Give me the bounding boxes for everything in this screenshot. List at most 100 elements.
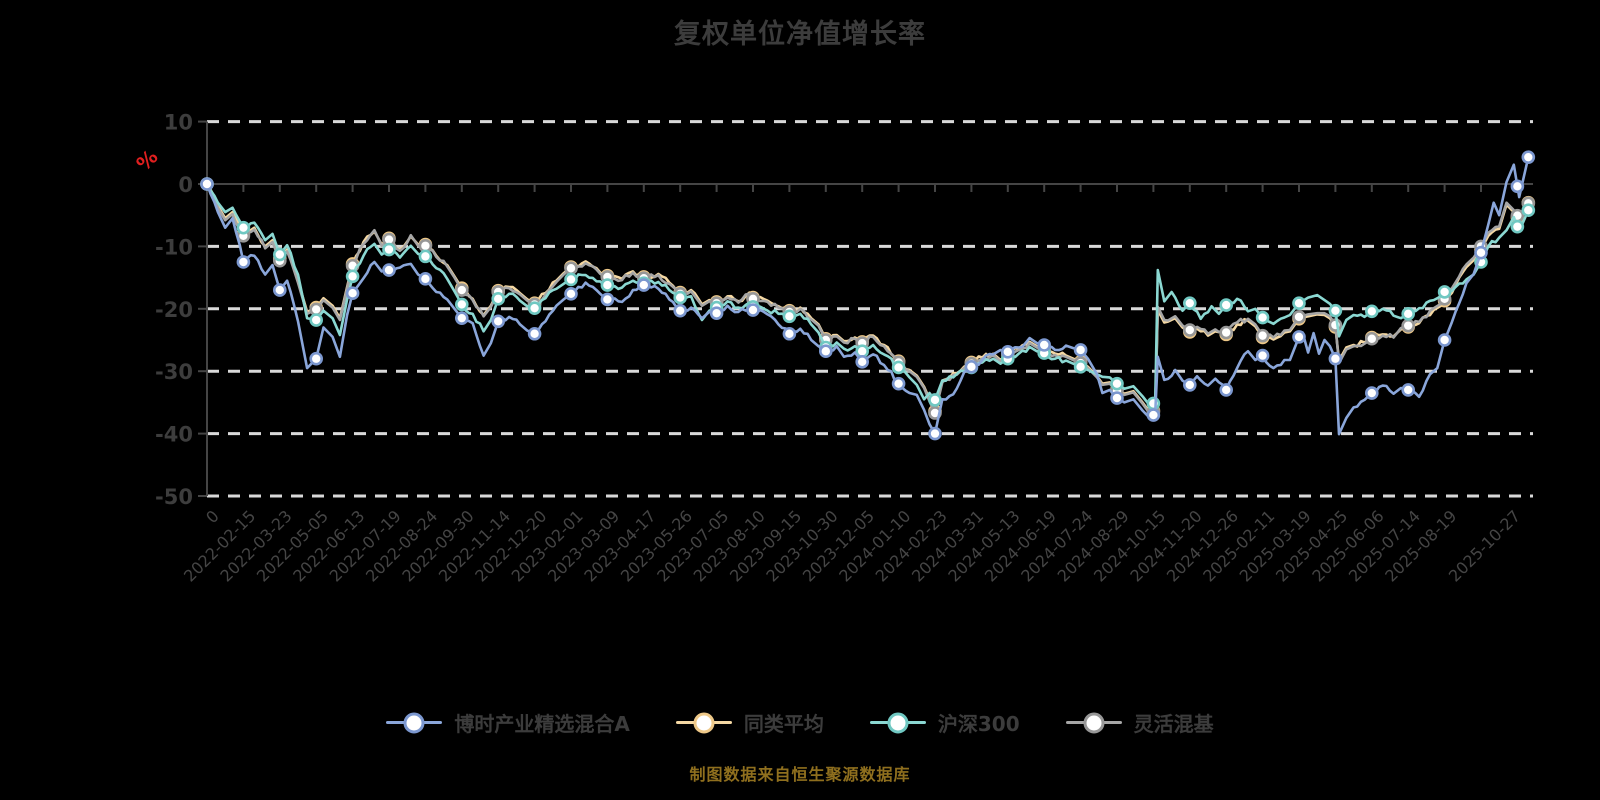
legend-circle-marker-icon [887,712,909,733]
series-marker-博时产业精选混合A [1000,345,1015,359]
series-marker-沪深300 [1255,310,1270,325]
series-marker-博时产业精选混合A [1183,378,1197,392]
series-marker-博时产业精选混合A [1073,343,1088,357]
legend-item-博时产业精选混合A[interactable]: 博时产业精选混合A [386,708,630,737]
legend-item-灵活混基[interactable]: 灵活混基 [1065,708,1214,737]
series-marker-博时产业精选混合A [382,263,396,277]
legend-line-marker-icon [675,712,732,733]
series-marker-博时产业精选混合A [527,326,542,341]
series-marker-灵活混基 [454,283,469,297]
chart-title: 复权单位净值增长率 [674,19,926,50]
series-marker-博时产业精选混合A [418,272,433,286]
y-axis-tick-label: -20 [155,298,193,322]
legend-circle-marker-icon [403,712,425,733]
series-marker-沪深300 [454,297,469,312]
legend-label: 沪深300 [937,712,1020,736]
series-marker-博时产业精选混合A [1037,338,1051,352]
series-marker-博时产业精选混合A [200,177,214,191]
series-marker-博时产业精选混合A [1146,408,1161,422]
y-axis-tick-label: -50 [155,485,193,509]
legend-item-沪深300[interactable]: 沪深300 [869,708,1020,737]
series-marker-博时产业精选混合A [345,286,360,301]
legend-circle-marker-icon [1083,712,1105,733]
series-marker-沪深300 [1401,306,1415,321]
series-marker-博时产业精选混合A [272,283,287,297]
series-marker-沪深300 [1292,296,1306,310]
data-source-note: 制图数据来自恒生聚源数据库 [689,765,911,784]
legend-line-marker-icon [386,712,443,733]
series-marker-博时产业精选混合A [1255,348,1270,363]
series-marker-沪深300 [891,360,906,375]
series-marker-灵活混基 [1401,318,1415,333]
series-line-同类平均 [205,182,1530,414]
series-marker-博时产业精选混合A [1474,245,1488,260]
y-axis-unit-label: % [131,144,162,175]
series-marker-灵活混基 [1183,323,1197,337]
series-marker-沪深300 [600,278,615,292]
series-marker-沪深300 [1146,396,1161,411]
legend-label: 同类平均 [743,712,824,736]
series-marker-灵活混基 [1219,325,1233,340]
series-marker-灵活混基 [564,261,578,276]
series-marker-博时产业精选混合A [928,426,942,441]
y-axis-tick-label: -30 [155,360,193,384]
series-marker-沪深300 [418,249,433,264]
series-marker-沪深300 [1328,303,1343,318]
series-marker-沪深300 [382,242,396,257]
series-marker-博时产业精选混合A [491,314,506,329]
legend-line-marker-icon [869,712,926,733]
series-marker-博时产业精选混合A [1521,150,1536,164]
series-marker-博时产业精选混合A [964,360,979,374]
legend-line-marker-icon [1065,712,1122,733]
series-marker-博时产业精选混合A [746,303,760,317]
legend-label: 灵活混基 [1133,712,1214,736]
series-marker-沪深300 [527,301,542,315]
x-axis-tick-label: 0 [202,506,223,527]
y-axis-tick-label: 10 [164,111,193,135]
chart-legend: 博时产业精选混合A 同类平均 沪深300 灵活混基 [0,708,1600,737]
y-axis-tick-label: 0 [178,173,193,197]
series-marker-博时产业精选混合A [1510,179,1525,194]
series-marker-博时产业精选混合A [891,376,906,391]
series-marker-博时产业精选混合A [564,287,578,301]
series-marker-博时产业精选混合A [1328,351,1343,366]
series-line-灵活混基 [205,182,1530,415]
series-marker-博时产业精选混合A [1110,391,1124,405]
series-marker-沪深300 [1110,376,1124,391]
series-marker-博时产业精选混合A [818,344,833,359]
series-marker-博时产业精选混合A [855,355,870,369]
series-marker-沪深300 [309,313,324,327]
series-marker-沪深300 [1437,285,1452,299]
series-marker-沪深300 [1365,304,1379,319]
series-marker-沪深300 [1219,298,1233,312]
series-marker-博时产业精选混合A [709,306,724,320]
series-marker-博时产业精选混合A [1365,386,1379,400]
series-marker-沪深300 [673,290,688,305]
series-marker-博时产业精选混合A [782,326,797,341]
series-marker-沪深300 [1183,296,1197,310]
series-marker-博时产业精选混合A [1292,330,1306,344]
series-marker-博时产业精选混合A [454,311,469,325]
series-marker-沪深300 [782,309,797,324]
legend-circle-marker-icon [693,712,715,733]
series-marker-沪深300 [491,292,506,306]
series-marker-沪深300 [272,247,287,262]
series-marker-博时产业精选混合A [309,351,324,366]
y-axis-tick-label: -40 [155,423,193,447]
legend-item-同类平均[interactable]: 同类平均 [675,708,824,737]
series-marker-博时产业精选混合A [636,278,651,292]
series-marker-博时产业精选混合A [1401,383,1415,397]
series-marker-沪深300 [236,220,251,235]
series-marker-灵活混基 [1255,328,1270,343]
y-axis-tick-label: -10 [155,235,193,259]
series-marker-沪深300 [1510,219,1525,234]
series-line-博时产业精选混合A [205,155,1530,436]
series-marker-博时产业精选混合A [1219,383,1233,397]
chart-plot-area: 100-10-20-30-40-50%02022-02-152022-03-23… [131,111,1536,586]
series-marker-沪深300 [1521,203,1536,218]
series-marker-博时产业精选混合A [600,292,615,307]
series-marker-沪深300 [345,269,360,284]
series-marker-博时产业精选混合A [236,255,251,269]
legend-label: 博时产业精选混合A [454,712,630,736]
